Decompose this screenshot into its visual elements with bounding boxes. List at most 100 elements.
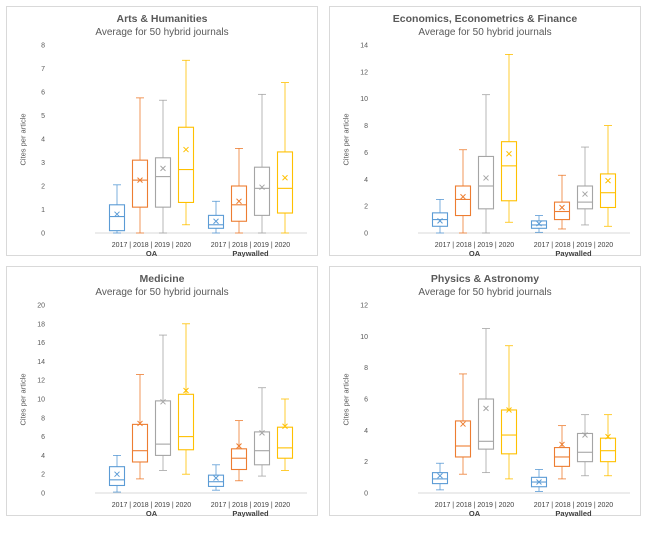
box-plot: 0 2 4 6 8 10 12 14 16 18 20 2017 | 2018 | 2019 | 20…: [37, 303, 307, 517]
y-tick-label: 8: [364, 123, 368, 130]
mean-marker: [259, 184, 265, 191]
y-tick-label: 7: [41, 66, 45, 73]
chart-subtitle: Average for 50 hybrid journals: [418, 27, 552, 38]
box-oa-2020: [500, 54, 518, 223]
box-iqr: [599, 437, 617, 463]
y-tick-label: 12: [37, 378, 45, 385]
box-oa-2017: [431, 462, 449, 491]
y-tick-label: 6: [364, 397, 368, 404]
y-tick-label: 3: [41, 160, 45, 167]
group-label-oa: OA: [469, 509, 481, 517]
mean-marker: [536, 220, 542, 227]
y-tick-label: 2: [41, 472, 45, 479]
mean-marker: [582, 191, 588, 197]
mean-marker: [605, 433, 611, 440]
box-iqr: [553, 201, 571, 221]
mean-marker: [114, 471, 120, 478]
mean-marker: [437, 472, 443, 479]
mean-marker: [236, 198, 242, 205]
mean-marker: [236, 443, 242, 449]
box-iqr: [599, 173, 617, 209]
box-paywalled-2019: [576, 414, 594, 477]
x-tick-labels-oa: 2017 | 2018 | 2019 | 2020: [112, 242, 192, 249]
group-label-paywalled: Paywalled: [555, 509, 592, 517]
group-label-paywalled: Paywalled: [232, 249, 269, 257]
y-tick-label: 4: [41, 453, 45, 460]
box-paywalled-2017: [207, 200, 225, 234]
box-oa-2019: [477, 94, 495, 234]
y-tick-label: 5: [41, 113, 45, 120]
mean-marker: [213, 218, 219, 225]
chart-title: Physics & Astronomy: [430, 273, 540, 285]
box-oa-2018: [454, 149, 472, 234]
y-tick-label: 0: [364, 491, 368, 498]
y-tick-label: 2: [364, 459, 368, 466]
box-oa-2017: [431, 199, 449, 234]
group-label-paywalled: Paywalled: [555, 249, 592, 257]
box-iqr: [253, 166, 271, 216]
box-iqr: [253, 431, 271, 466]
x-tick-labels-oa: 2017 | 2018 | 2019 | 2020: [435, 502, 515, 509]
box-iqr: [230, 185, 248, 222]
mean-marker: [483, 175, 489, 181]
chart-panel-arts-humanities: Arts & Humanities Average for 50 hybrid …: [6, 6, 318, 257]
y-tick-label: 12: [360, 303, 368, 310]
mean-marker: [114, 211, 120, 218]
box-oa-2017: [108, 454, 126, 493]
box-iqr: [276, 151, 294, 214]
box-paywalled-2018: [230, 420, 248, 482]
y-tick-label: 14: [37, 359, 45, 366]
chart-subtitle: Average for 50 hybrid journals: [95, 287, 229, 298]
box-paywalled-2019: [576, 146, 594, 226]
box-oa-2019: [154, 334, 172, 471]
mean-marker: [183, 146, 189, 153]
y-axis-label: Cites per article: [18, 112, 28, 166]
y-tick-label: 14: [360, 43, 368, 50]
box-iqr: [154, 157, 172, 208]
box-paywalled-2019: [253, 387, 271, 477]
box-plot: 0 2 4 6 8 10 12 14 2017 | 2018 | 2019 | 2020 2017…: [360, 43, 630, 257]
mean-marker: [282, 174, 288, 181]
y-tick-label: 10: [37, 397, 45, 404]
chart-panel-medicine: Medicine Average for 50 hybrid journals …: [6, 266, 318, 517]
box-paywalled-2020: [599, 414, 617, 477]
box-iqr: [454, 420, 472, 458]
y-tick-label: 4: [364, 428, 368, 435]
chart-title: Medicine: [139, 273, 185, 285]
box-iqr: [477, 155, 495, 210]
box-iqr: [500, 409, 518, 455]
mean-marker: [160, 165, 166, 172]
y-tick-label: 16: [37, 340, 45, 347]
chart-subtitle: Average for 50 hybrid journals: [418, 287, 552, 298]
mean-marker: [137, 177, 143, 183]
box-paywalled-2018: [230, 147, 248, 234]
box-iqr: [431, 472, 449, 485]
mean-marker: [582, 432, 588, 438]
chart-title: Arts & Humanities: [116, 13, 208, 25]
group-label-oa: OA: [146, 509, 158, 517]
y-tick-label: 8: [41, 415, 45, 422]
mean-marker: [437, 218, 443, 224]
box-iqr: [108, 466, 126, 487]
box-iqr: [576, 432, 594, 463]
y-tick-label: 10: [360, 96, 368, 103]
y-tick-label: 2: [364, 204, 368, 211]
y-tick-label: 0: [364, 231, 368, 238]
group-label-oa: OA: [469, 249, 481, 257]
group-label-paywalled: Paywalled: [232, 509, 269, 517]
box-oa-2020: [500, 345, 518, 480]
y-tick-label: 20: [37, 303, 45, 310]
mean-marker: [183, 387, 189, 394]
mean-marker: [483, 405, 489, 412]
box-iqr: [477, 398, 495, 450]
group-label-oa: OA: [146, 249, 158, 257]
y-tick-label: 6: [41, 90, 45, 97]
box-paywalled-2020: [276, 398, 294, 471]
box-paywalled-2017: [530, 215, 548, 233]
y-tick-label: 4: [364, 177, 368, 184]
box-paywalled-2020: [276, 82, 294, 234]
box-iqr: [454, 185, 472, 217]
mean-marker: [282, 423, 288, 430]
box-paywalled-2018: [553, 174, 571, 230]
mean-marker: [559, 441, 565, 448]
